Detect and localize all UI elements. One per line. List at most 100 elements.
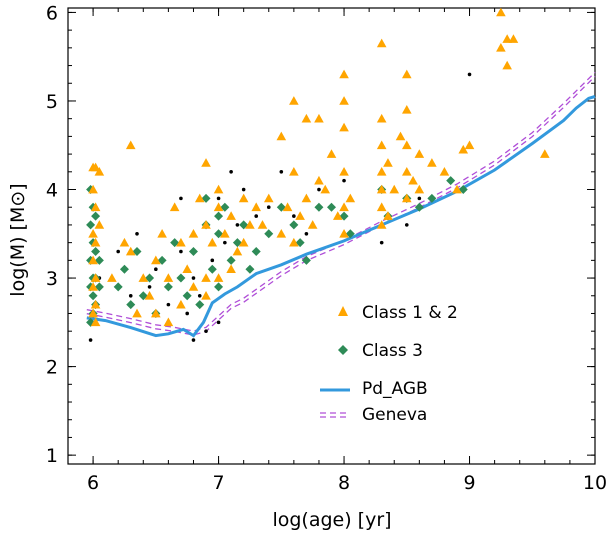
class12-point: [339, 228, 349, 238]
x-tick-label: 7: [213, 472, 225, 494]
class12-point: [245, 220, 255, 229]
class12-point: [401, 167, 412, 176]
class12-point: [220, 228, 230, 238]
class12-point: [282, 202, 293, 212]
unclassified-point: [229, 170, 233, 174]
class3-point: [138, 291, 148, 301]
class12-point: [383, 211, 393, 220]
class12-point: [320, 184, 331, 194]
pd-agb-curve-line: [86, 95, 596, 338]
unclassified-point: [417, 196, 422, 201]
class12-point: [90, 317, 101, 327]
class3-point: [446, 176, 456, 186]
class12-point: [201, 158, 211, 167]
unclassified-point: [216, 196, 221, 201]
class3-point: [226, 255, 236, 265]
class12-point: [508, 34, 519, 43]
unclassified-point: [147, 285, 152, 289]
class12-point: [88, 282, 98, 291]
y-tick-label: 4: [46, 180, 58, 202]
class3-point: [163, 282, 173, 292]
class3-point: [207, 264, 217, 274]
class3-point: [458, 185, 468, 195]
class3-point: [195, 300, 205, 310]
class12-point: [383, 158, 393, 167]
class3-point: [245, 264, 255, 274]
class12-point: [389, 184, 400, 194]
class3-point: [170, 238, 180, 248]
class12-point: [226, 264, 236, 274]
legend-marker-class12: [338, 306, 348, 316]
class12-point: [201, 273, 211, 282]
class12-point: [314, 175, 324, 185]
class12-point: [502, 60, 512, 70]
class12-point: [458, 144, 469, 154]
class12-point: [401, 140, 412, 150]
class12-point: [90, 162, 101, 172]
class12-point: [201, 290, 211, 300]
geneva-curve-line-a: [86, 71, 596, 332]
unclassified-point: [279, 170, 284, 174]
unclassified-point: [128, 293, 133, 298]
class3-point: [94, 255, 104, 265]
class12-point: [207, 237, 218, 247]
class12-point: [213, 202, 224, 212]
class12-point: [226, 211, 236, 220]
class12-point: [163, 317, 174, 327]
unclassified-point: [210, 258, 215, 263]
class12-point: [376, 220, 387, 229]
class12-point: [90, 237, 101, 247]
class3-point: [119, 264, 129, 274]
unclassified-point: [191, 276, 196, 280]
class12-point: [90, 273, 101, 282]
class12-point: [496, 7, 506, 17]
class3-point: [113, 282, 123, 292]
class3-point: [295, 238, 305, 248]
class12-point: [414, 149, 425, 158]
data-points: [86, 7, 550, 342]
class12-point: [157, 228, 167, 238]
class12-point: [163, 273, 174, 282]
y-tick-label: 5: [46, 91, 58, 113]
unclassified-point: [197, 293, 202, 298]
class12-point: [289, 237, 299, 247]
class12-point: [376, 140, 387, 150]
class12-point: [502, 34, 512, 43]
class12-point: [151, 308, 161, 318]
class12-point: [289, 96, 299, 105]
y-axis-label: log(M) [M⊙]: [7, 183, 29, 296]
unclassified-point: [235, 223, 240, 227]
unclassified-point: [254, 214, 259, 218]
unclassified-point: [154, 267, 158, 272]
class3-point: [214, 211, 224, 221]
class12-point: [339, 122, 349, 132]
class3-point: [88, 291, 98, 301]
class12-point: [107, 273, 117, 282]
class12-point: [295, 211, 305, 220]
class12-point: [339, 96, 349, 105]
y-tick-label: 3: [46, 268, 58, 290]
geneva-curve-line-b: [86, 75, 596, 336]
class12-point: [144, 290, 155, 300]
class3-point: [91, 246, 101, 256]
class12-point: [238, 237, 249, 247]
class3-point: [327, 202, 336, 212]
x-axis-label: log(age) [yr]: [272, 509, 391, 531]
class12-point: [376, 202, 387, 212]
class12-point: [88, 255, 98, 265]
legend-label-pd-agb: Pd_AGB: [362, 379, 428, 399]
class12-point: [176, 237, 186, 247]
unclassified-point: [204, 329, 208, 333]
class12-point: [408, 175, 418, 185]
x-tick-label: 10: [583, 472, 607, 494]
class12-point: [257, 220, 268, 229]
class12-point: [88, 308, 98, 318]
class12-point: [188, 228, 199, 238]
y-tick-label: 6: [46, 2, 58, 24]
class12-point: [132, 308, 142, 318]
class3-point: [414, 202, 424, 212]
class3-point: [289, 220, 299, 230]
class3-point: [251, 246, 261, 256]
class12-point: [289, 167, 299, 176]
unclassified-point: [241, 187, 246, 192]
